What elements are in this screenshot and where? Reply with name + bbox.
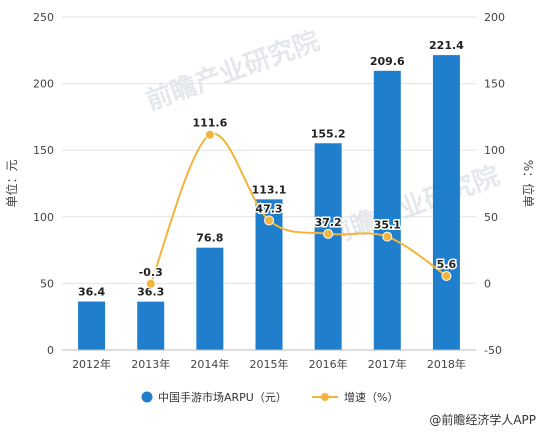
- bar-series: 36.4 36.3 76.8 113.1 155.2 209.6 221.4: [78, 39, 464, 350]
- y2-tick--50: -50: [484, 344, 502, 357]
- growth-label-2013年: -0.3: [139, 266, 163, 279]
- y-axis-title: 单位：元: [4, 159, 19, 207]
- x-tick-2012年: 2012年: [72, 357, 111, 371]
- bar-label-2012年: 36.4: [78, 286, 105, 299]
- growth-point-2016年: [323, 228, 334, 239]
- y-tick-250: 250: [33, 11, 54, 24]
- y-tick-50: 50: [40, 277, 54, 290]
- growth-label-2014年: 111.6: [192, 117, 227, 130]
- growth-point-2017年: [382, 231, 393, 242]
- y-tick-200: 200: [33, 78, 54, 91]
- source-credit: @前瞻经济学人APP: [429, 412, 536, 427]
- bar-2016年: [314, 143, 342, 350]
- growth-label-2015年: 47.3: [255, 202, 282, 215]
- watermark-1: 前瞻产业研究院: [322, 160, 504, 251]
- bar-label-2015年: 113.1: [252, 183, 287, 196]
- bar-2012年: [78, 301, 106, 350]
- y2-tick-200: 200: [484, 11, 505, 24]
- line-series: -0.3 111.6 47.3 37.2 35.1 5.6: [137, 115, 458, 289]
- legend: 中国手游市场ARPU（元） 增速（%）: [141, 390, 398, 404]
- x-tick-2013年: 2013年: [131, 357, 170, 371]
- growth-point-2013年: [145, 278, 156, 289]
- watermark-0: 前瞻产业研究院: [142, 25, 324, 116]
- legend-line-dot: [321, 393, 329, 401]
- growth-point-2018年: [441, 270, 452, 281]
- bar-2018年: [432, 55, 460, 350]
- bar-2014年: [196, 247, 224, 350]
- bar-label-2013年: 36.3: [137, 286, 164, 299]
- y2-axis-title: %：位单: [521, 160, 536, 207]
- growth-label-2016年: 37.2: [315, 216, 342, 229]
- legend-bar-label: 中国手游市场ARPU（元）: [158, 390, 287, 404]
- bar-label-2017年: 209.6: [370, 55, 405, 68]
- y2-tick-100: 100: [484, 144, 505, 157]
- bar-label-2014年: 76.8: [196, 232, 223, 245]
- y-tick-100: 100: [33, 211, 54, 224]
- y-tick-0: 0: [47, 344, 54, 357]
- x-tick-2018年: 2018年: [427, 357, 466, 371]
- bar-label-2018年: 221.4: [429, 39, 464, 52]
- x-tick-2014年: 2014年: [190, 357, 229, 371]
- x-tick-2015年: 2015年: [250, 357, 289, 371]
- x-tick-2016年: 2016年: [309, 357, 348, 371]
- y2-tick-150: 150: [484, 78, 505, 91]
- growth-point-2015年: [264, 215, 274, 226]
- y-tick-150: 150: [33, 144, 54, 157]
- growth-label-2017年: 35.1: [374, 219, 401, 232]
- legend-bar-swatch: [141, 391, 153, 403]
- x-tick-2017年: 2017年: [368, 357, 407, 371]
- y2-tick-50: 50: [484, 211, 498, 224]
- growth-label-2018年: 5.6: [437, 258, 457, 271]
- y2-tick-0: 0: [484, 277, 491, 290]
- bar-2013年: [137, 301, 165, 350]
- bar-2017年: [373, 70, 401, 350]
- legend-line-label: 增速（%）: [344, 390, 398, 404]
- bar-label-2016年: 155.2: [311, 127, 346, 140]
- growth-point-2014年: [204, 129, 215, 140]
- axes: 0 50 100 150 200 250 -50 0 50 100 150 200 2012年 2013年…: [33, 11, 505, 371]
